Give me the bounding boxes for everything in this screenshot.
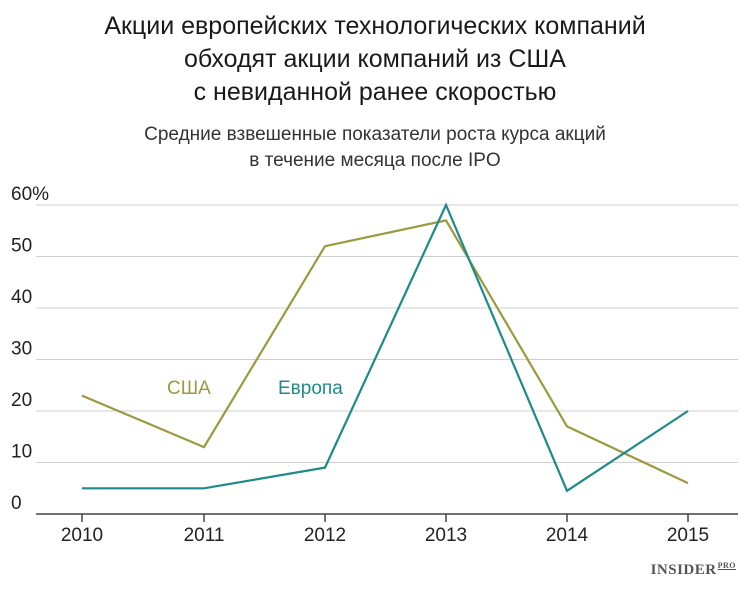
y-axis-ticks: 0 10 20 30 40 50 60%: [11, 184, 49, 514]
series-line-europe: [82, 202, 689, 493]
y-tick-label: 0: [11, 493, 22, 514]
legend-label-usa: США: [167, 378, 211, 399]
title-line-3: с невиданной ранее скоростью: [193, 78, 557, 106]
legend: США Европа: [167, 378, 343, 399]
x-tick-label: 2010: [61, 525, 103, 546]
chart-title: Акции европейских технологических компан…: [0, 10, 750, 109]
x-axis: 2010 2011 2012 2013 2014 2015: [36, 513, 738, 546]
title-line-2: обходят акции компаний из США: [184, 45, 566, 73]
y-tick-label: 20: [11, 390, 32, 411]
x-tick-label: 2012: [304, 525, 346, 546]
y-tick-label: 10: [11, 442, 32, 463]
series-line-usa: [81, 219, 689, 485]
series-lines: [81, 202, 689, 493]
subtitle-line-1: Средние взвешенные показатели роста курс…: [144, 124, 606, 145]
y-tick-label: 40: [11, 287, 32, 308]
x-tick-label: 2011: [184, 525, 225, 546]
brand-name: INSIDER: [650, 562, 717, 578]
y-tick-label: 30: [11, 339, 32, 360]
legend-label-europe: Европа: [278, 378, 343, 399]
x-tick-label: 2015: [667, 525, 709, 546]
x-tick-label: 2013: [425, 525, 467, 546]
title-line-1: Акции европейских технологических компан…: [104, 12, 646, 40]
y-tick-label: 60%: [11, 184, 49, 205]
x-tick-label: 2014: [546, 525, 589, 546]
chart-subtitle: Средние взвешенные показатели роста курс…: [0, 122, 750, 174]
insider-pro-logo: INSIDERPRO: [651, 561, 736, 579]
grid-lines: [36, 204, 738, 463]
subtitle-line-2: в течение месяца после IPO: [249, 150, 501, 171]
brand-suffix: PRO: [717, 561, 736, 570]
y-tick-label: 50: [11, 236, 32, 257]
